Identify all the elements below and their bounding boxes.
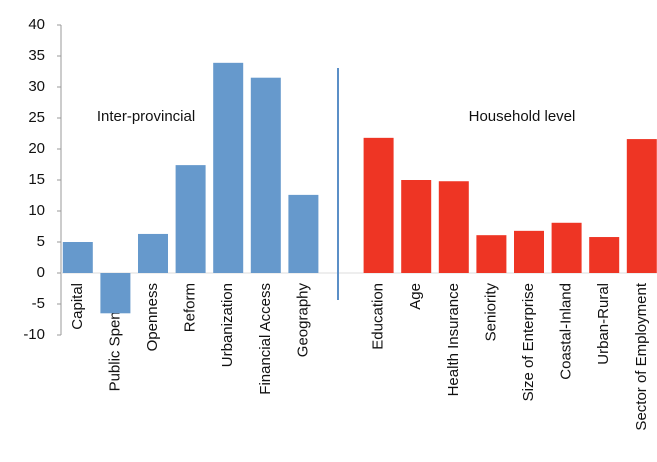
bar: [438, 181, 469, 273]
x-tick-label: Urbanization: [219, 283, 236, 367]
x-tick-label: Age: [407, 283, 424, 310]
y-tick-label: 20: [28, 140, 45, 157]
y-tick-label: 25: [28, 109, 45, 126]
y-tick-label: 10: [28, 202, 45, 219]
x-tick-label: Health Insurance: [445, 283, 462, 396]
bar: [514, 230, 544, 273]
x-tick-label: Capital: [69, 283, 86, 330]
bar: [626, 139, 657, 273]
bar: [363, 137, 394, 273]
bar: [175, 165, 206, 273]
x-tick-label: Coastal-Inland: [558, 283, 575, 380]
bar: [138, 233, 168, 273]
y-tick-label: 35: [28, 47, 45, 64]
y-tick-label: 0: [37, 264, 45, 281]
x-tick-label: Geography: [294, 283, 311, 358]
x-tick-label: Education: [370, 283, 387, 350]
x-tick-label: Seniority: [482, 283, 499, 342]
group-label: Inter-provincial: [97, 108, 195, 125]
y-tick-label: -5: [32, 295, 45, 312]
bar: [589, 237, 620, 273]
bar: [250, 77, 281, 273]
bar: [100, 273, 131, 314]
x-tick-label: Urban-Rural: [595, 283, 612, 365]
y-tick-label: 5: [37, 233, 45, 250]
bar: [213, 62, 244, 273]
bar: [551, 222, 582, 273]
y-tick-label: 15: [28, 171, 45, 188]
x-tick-label: Openness: [144, 283, 161, 351]
y-tick-label: 30: [28, 78, 45, 95]
x-tick-label: Size of Enterprise: [520, 283, 537, 401]
y-tick-label: 40: [28, 16, 45, 33]
group-label: Household level: [469, 108, 576, 125]
y-tick-label: -10: [23, 326, 45, 343]
bar: [401, 180, 432, 273]
x-tick-label: Reform: [182, 283, 199, 332]
x-tick-label: Financial Access: [257, 283, 274, 395]
x-tick-label: Sector of Employment: [633, 282, 650, 430]
bar: [62, 242, 93, 273]
bar: [476, 235, 507, 273]
bar: [288, 194, 319, 273]
